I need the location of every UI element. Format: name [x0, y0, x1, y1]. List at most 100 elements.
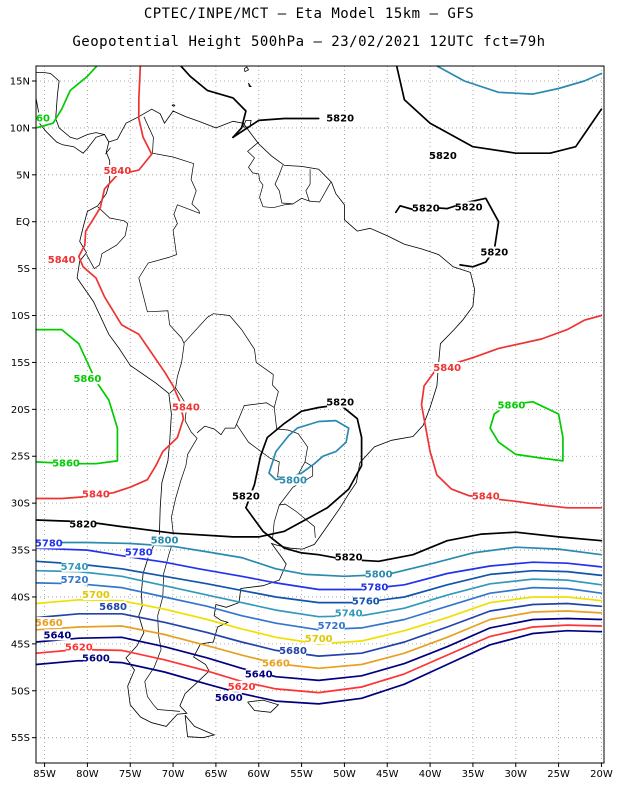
lat-tick-label: 15N	[10, 77, 30, 88]
coastline	[184, 714, 216, 739]
lon-tick-label: 80W	[76, 769, 99, 780]
contour-label-bg	[412, 202, 439, 214]
contour-label-bg	[228, 680, 255, 692]
contour-label: 5700	[305, 634, 333, 645]
contour-label: 5720	[61, 575, 89, 586]
contour-label-bg	[262, 657, 289, 669]
contour-label-bg	[352, 595, 379, 607]
coastline	[197, 48, 211, 54]
lat-tick-label: 5S	[17, 264, 30, 275]
coastline	[248, 82, 252, 87]
coastline	[135, 35, 187, 51]
contour-label-bg	[245, 668, 272, 680]
country-border	[183, 313, 279, 436]
contour-label: 5820	[335, 552, 363, 563]
contour-line	[36, 610, 603, 670]
contour-label-bg	[82, 652, 109, 664]
contour-line	[36, 547, 603, 591]
lon-tick-label: 75W	[119, 769, 142, 780]
lon-tick-label: 40W	[419, 769, 442, 780]
contour-line	[36, 541, 603, 578]
lon-tick-label: 55W	[290, 769, 313, 780]
lat-tick-label: 5N	[16, 170, 30, 181]
contour-label-bg	[361, 581, 388, 593]
contour-label: 5820	[412, 203, 440, 214]
contour-label-bg	[318, 619, 345, 631]
contour-label-bg	[327, 112, 354, 124]
country-border	[274, 165, 311, 205]
country-border	[138, 116, 201, 394]
contour-label: 5780	[360, 582, 388, 593]
lon-tick-label: 60W	[247, 769, 270, 780]
axis-ticks: 15N10N5NEQ5S10S15S20S25S30S35S40S45S50S5…	[10, 77, 613, 780]
contour-label: 5660	[35, 618, 63, 629]
contour-label: 5600	[215, 693, 243, 704]
contour-label-bg	[74, 373, 101, 385]
contour-label-bg	[82, 588, 109, 600]
lat-tick-label: 10S	[11, 311, 30, 322]
contour-label: 5820	[429, 151, 457, 162]
contour-label-bg	[232, 490, 259, 502]
country-border	[309, 182, 332, 203]
lat-tick-label: 30S	[11, 499, 30, 510]
contour-label: 5640	[245, 670, 273, 681]
contour-label: 5840	[433, 363, 461, 374]
contour-label: 5740	[335, 609, 363, 620]
lon-tick-label: 35W	[462, 769, 485, 780]
height-contours	[36, 66, 603, 705]
contour-label: 5840	[103, 166, 131, 177]
contour-label-bg	[365, 568, 392, 580]
contour-label-bg	[481, 246, 508, 258]
contour-label-bg	[335, 607, 362, 619]
contour-label-bg	[100, 601, 127, 613]
contour-label: 5840	[172, 402, 200, 413]
contour-label: 5820	[232, 491, 260, 502]
contour-label: 5660	[262, 658, 290, 669]
contour-label-bg	[52, 457, 79, 469]
lat-tick-label: 55S	[11, 733, 30, 744]
country-border	[105, 147, 111, 155]
contour-line	[36, 66, 185, 500]
contour-line	[394, 197, 500, 268]
contour-label: 5820	[326, 398, 354, 409]
contour-label-bg	[305, 633, 332, 645]
contour-label-bg	[61, 573, 88, 585]
contour-label: 5720	[318, 621, 346, 632]
country-border	[247, 141, 294, 209]
contour-label-bg	[48, 254, 75, 266]
contour-line	[36, 328, 119, 465]
contour-label: 5620	[65, 642, 93, 653]
contour-line	[179, 66, 247, 139]
contour-label: 5800	[279, 476, 307, 487]
contour-label: 5860	[52, 459, 80, 470]
contour-label-bg	[455, 201, 482, 213]
contour-label: 5800	[151, 536, 179, 547]
contour-label: 5800	[365, 569, 393, 580]
lat-tick-label: 45S	[11, 639, 30, 650]
coastline	[171, 104, 176, 107]
contour-label: 5820	[480, 248, 508, 259]
contour-label: 5640	[43, 630, 71, 641]
contour-line	[489, 400, 564, 462]
lon-tick-label: 65W	[205, 769, 228, 780]
lon-tick-label: 50W	[333, 769, 356, 780]
contour-label: 5860	[22, 113, 50, 124]
lat-lon-grid	[36, 66, 604, 763]
contour-label-bg	[472, 490, 499, 502]
contour-label-bg	[498, 399, 525, 411]
contour-label-bg	[61, 560, 88, 572]
contour-label-bg	[280, 474, 307, 486]
lon-tick-label: 25W	[547, 769, 570, 780]
contour-line	[36, 560, 603, 604]
contour-label-bg	[215, 692, 242, 704]
contour-label: 5620	[228, 682, 256, 693]
contour-line	[36, 66, 98, 129]
contour-label-bg	[104, 164, 131, 176]
contour-label: 5820	[69, 520, 97, 531]
contour-line	[395, 66, 603, 155]
lat-tick-label: 35S	[11, 546, 30, 557]
contour-line	[268, 419, 350, 481]
contour-label-bg	[70, 518, 97, 530]
contour-label: 5840	[48, 255, 76, 266]
